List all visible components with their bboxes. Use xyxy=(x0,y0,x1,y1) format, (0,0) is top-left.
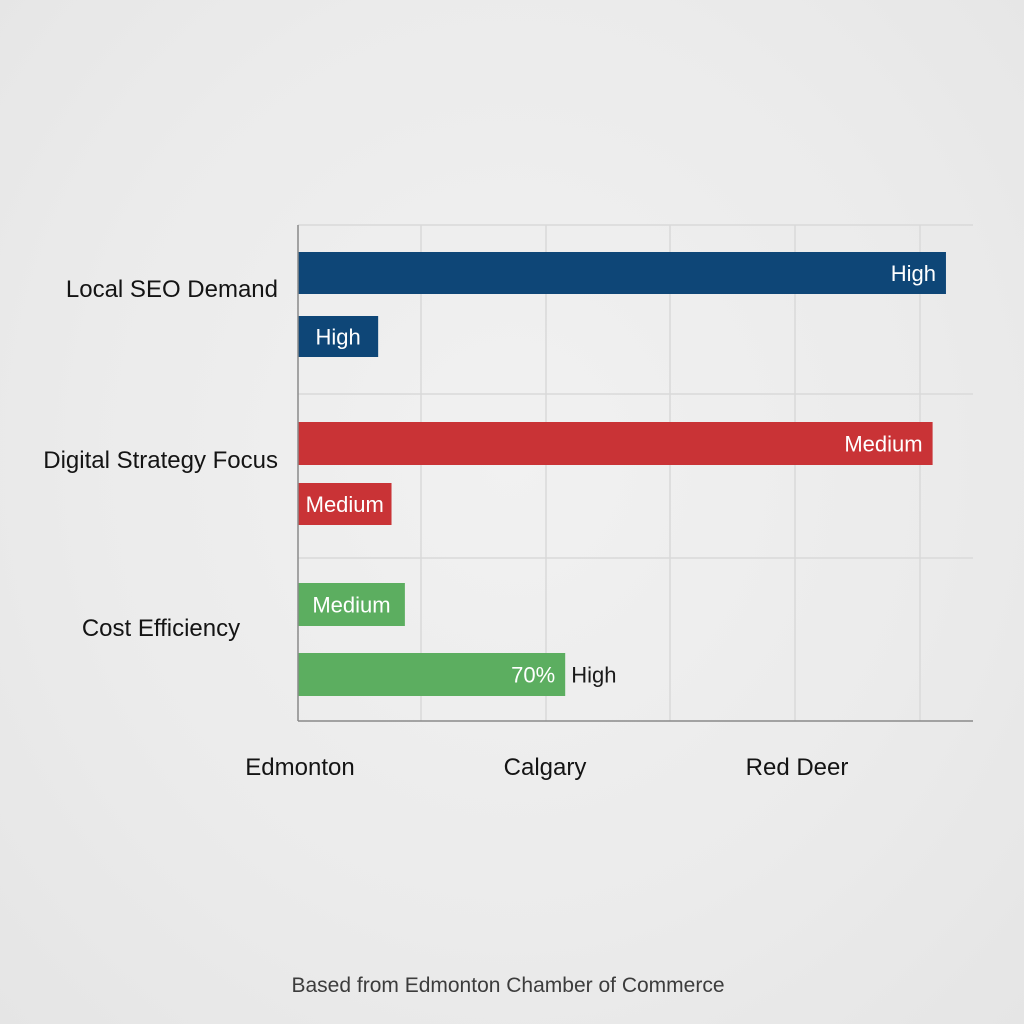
category-label: Local SEO Demand xyxy=(66,276,278,303)
bar-value-label: Medium xyxy=(306,492,384,517)
bar xyxy=(298,653,566,696)
bar-value-label: Medium xyxy=(312,593,390,618)
bar-value-label: Medium xyxy=(844,432,922,457)
x-tick-label: Calgary xyxy=(504,754,587,781)
label-layer: High High Medium Medium Medium 70% High Local S… xyxy=(43,261,936,781)
category-label: Cost Efficiency xyxy=(82,615,240,642)
bar-outside-label: High xyxy=(571,663,616,688)
bar xyxy=(298,483,392,525)
bar xyxy=(298,422,933,465)
bar-value-label: 70% xyxy=(511,663,555,688)
bar xyxy=(298,583,405,626)
source-note: Based from Edmonton Chamber of Commerce xyxy=(291,974,725,997)
x-tick-label: Edmonton xyxy=(245,754,354,781)
bar-value-label: High xyxy=(315,325,360,350)
bar xyxy=(298,316,379,357)
grid-layer xyxy=(298,224,973,721)
bar xyxy=(298,252,946,294)
axis-layer xyxy=(297,225,973,722)
bar-layer xyxy=(298,252,946,696)
bar-value-label: High xyxy=(891,261,936,286)
x-tick-label: Red Deer xyxy=(746,754,849,781)
category-label: Digital Strategy Focus xyxy=(43,447,278,474)
